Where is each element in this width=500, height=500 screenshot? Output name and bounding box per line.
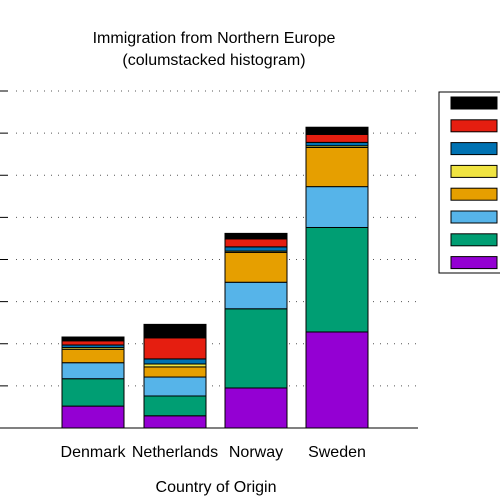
bar-segment <box>61 336 125 342</box>
bar-segment <box>143 358 207 365</box>
bar-segment <box>305 146 369 188</box>
bar-segment <box>61 362 125 380</box>
x-tick-labels: Denmark Netherlands Norway Sweden <box>61 444 366 461</box>
bar-segment <box>224 251 288 283</box>
bar-segment <box>61 378 125 407</box>
legend-swatch <box>450 187 498 201</box>
legend-swatch <box>450 119 498 133</box>
bar-segment <box>224 387 288 429</box>
x-axis-title: Country of Origin <box>156 479 277 496</box>
x-tick-label: Netherlands <box>132 444 218 461</box>
bar-segment <box>224 246 288 252</box>
x-tick-label: Norway <box>229 444 283 461</box>
chart-title: Immigration from Northern Europe <box>93 30 336 47</box>
bars <box>61 126 369 429</box>
x-tick-label: Sweden <box>308 444 366 461</box>
bar-segment <box>143 376 207 397</box>
grid <box>0 90 418 387</box>
legend-swatch <box>450 256 498 270</box>
bar-segment <box>305 226 369 333</box>
bar-segment <box>224 308 288 389</box>
bar-segment <box>143 415 207 429</box>
x-tick-label: Denmark <box>61 444 127 461</box>
bar-segment <box>305 141 369 147</box>
bar-segment <box>143 366 207 378</box>
chart-subtitle: (columstacked histogram) <box>122 52 305 69</box>
legend-swatches <box>450 96 498 270</box>
bar-segment <box>143 337 207 360</box>
bar-segment <box>305 186 369 228</box>
bar-segment <box>61 405 125 429</box>
bar-segment <box>61 348 125 364</box>
bar-segment <box>61 340 125 346</box>
bar-segment <box>143 323 207 339</box>
bar-segment <box>305 133 369 143</box>
bar-segment <box>224 281 288 310</box>
bar-segment <box>224 232 288 240</box>
bar-segment <box>224 238 288 248</box>
bar-segment <box>143 395 207 417</box>
legend-swatch <box>450 142 498 156</box>
bar-segment <box>305 126 369 135</box>
legend-swatch <box>450 96 498 110</box>
legend-swatch <box>450 164 498 178</box>
legend-swatch <box>450 210 498 224</box>
bar-segment <box>305 331 369 429</box>
legend-swatch <box>450 233 498 247</box>
